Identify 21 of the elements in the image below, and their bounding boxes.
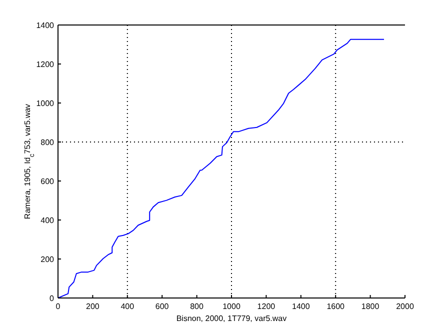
y-tick-label: 200 [40,255,55,264]
x-tick-label: 1800 [361,302,380,311]
y-tick-label: 1200 [36,60,55,69]
x-tick-label: 1400 [292,302,310,311]
x-tick-label: 0 [56,302,61,311]
x-tick-label: 200 [86,302,100,311]
y-tick-label: 600 [40,177,55,186]
x-tick-label: 400 [120,302,135,311]
x-tick-label: 600 [155,302,170,311]
x-tick-label: 1200 [257,302,276,311]
line-series [58,38,385,298]
y-tick-label: 0 [50,294,55,303]
y-tick-label: 1000 [36,99,55,108]
y-tick-label: 800 [40,138,55,147]
x-axis-title: Bisnon, 2000, 1T779, var5.wav [176,314,287,323]
x-tick-label: 1000 [222,302,241,311]
x-tick-label: 2000 [396,302,414,311]
x-tick-label: 800 [190,302,204,311]
y-tick-label: 400 [40,216,55,225]
x-tick-label: 1600 [326,302,346,311]
y-tick-label: 1400 [36,21,55,30]
